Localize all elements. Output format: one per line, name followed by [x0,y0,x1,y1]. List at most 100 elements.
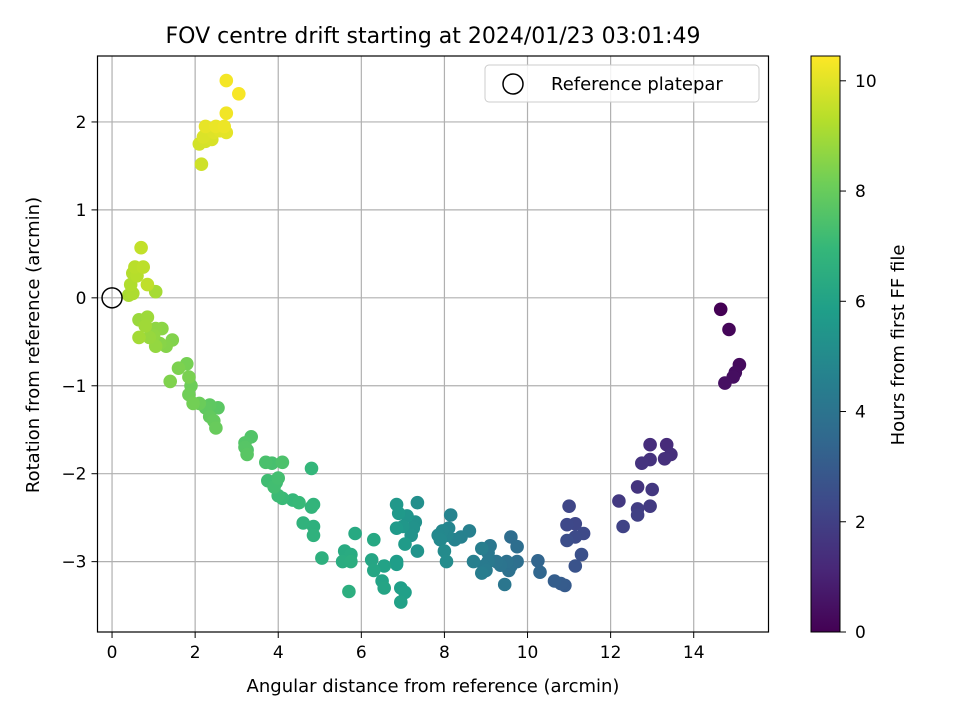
data-point [560,533,574,548]
colorbar-ticks: 0 2 4 6 8 10 [840,72,877,643]
data-point [171,361,186,376]
data-point [510,539,524,554]
y-tick-label: −3 [61,553,86,573]
data-point [194,157,209,171]
data-point [292,495,306,510]
data-point [389,557,404,572]
colorbar-label: Hours from first FF file [888,245,909,446]
data-point [304,461,319,476]
data-point [713,302,728,317]
legend: Reference platepar [484,64,760,103]
data-point [410,544,425,558]
data-point [722,322,736,337]
x-tick-label: 8 [439,643,450,663]
y-tick-label: −1 [61,377,86,397]
data-point [562,499,576,513]
data-point [140,277,155,292]
x-tick-label: 12 [600,643,622,663]
legend-marker-icon [502,73,524,95]
x-tick-label: 2 [190,643,201,663]
x-tick-label: 10 [517,643,539,663]
y-axis-ticks: −3 −2 −1 0 1 2 [61,113,98,573]
data-point [643,499,657,513]
colorbar: 0 2 4 6 8 10 Hours from first FF file [810,55,909,643]
data-point [306,528,321,543]
y-tick-label: 2 [76,113,87,133]
colorbar-gradient [810,55,841,633]
data-point [475,541,489,556]
data-point [240,447,254,462]
data-point [217,119,231,134]
data-point [344,554,358,569]
data-point [443,508,458,522]
data-point [296,516,311,530]
data-point [574,547,589,562]
legend-box [484,64,760,103]
data-point [198,119,213,134]
data-point [196,130,211,144]
colorbar-tick-label: 4 [855,403,866,423]
data-point [136,260,150,274]
y-tick-label: −2 [61,465,86,485]
data-point [531,554,545,568]
x-tick-label: 4 [273,643,284,663]
data-point [718,376,732,390]
data-point [377,559,392,573]
data-point [232,87,246,101]
data-point [389,521,404,535]
data-point [134,240,148,255]
data-point [219,73,234,88]
plot-frame [96,55,770,633]
data-point [433,532,448,547]
x-tick-label: 6 [356,643,367,663]
data-point [367,532,381,547]
data-point [466,554,481,569]
data-point [304,500,319,514]
data-point [612,494,626,508]
data-point [142,330,157,345]
colorbar-tick-label: 6 [855,292,866,312]
grid-lines [97,56,769,632]
x-axis-label: Angular distance from reference (arcmin) [247,676,620,697]
data-point [132,330,146,345]
data-point [394,595,408,609]
data-point [560,517,574,532]
data-point [547,574,562,588]
data-point [616,519,630,534]
data-point [377,581,392,595]
data-point [391,506,406,521]
data-point [342,584,356,599]
data-point [364,553,379,567]
x-tick-label: 0 [107,643,118,663]
data-point [219,106,234,120]
data-point [367,563,381,578]
data-point [398,537,412,551]
x-axis-ticks: 0 2 4 6 8 10 12 14 [107,632,705,663]
data-point [533,565,547,579]
data-point [643,437,657,452]
reference-marker [101,287,123,309]
data-point [657,452,672,466]
scatter-points [121,73,747,609]
data-point [630,508,645,522]
y-tick-label: 0 [76,289,87,309]
y-tick-label: 1 [76,201,87,221]
data-point [437,544,452,558]
colorbar-tick-label: 2 [855,513,866,533]
data-point [275,455,290,470]
colorbar-tick-label: 8 [855,182,866,202]
data-point [348,526,362,541]
data-point [163,374,177,389]
y-axis-label: Rotation from reference (arcmin) [23,197,44,493]
data-point [410,495,425,510]
data-point [271,471,286,485]
data-point [186,396,200,411]
data-point [182,370,196,384]
data-point [630,480,645,494]
data-point [475,566,489,580]
data-point [568,559,583,573]
data-point [259,455,273,470]
data-point [315,551,329,565]
